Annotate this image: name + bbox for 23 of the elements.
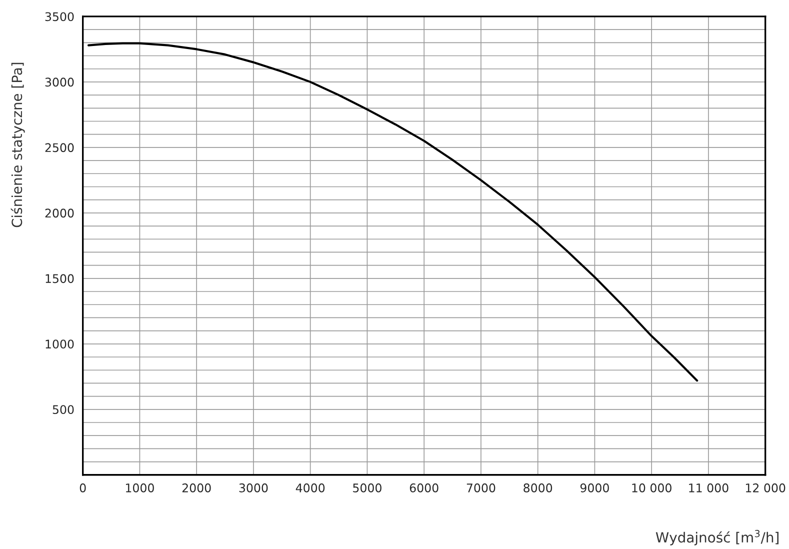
x-tick-label: 4000 [296,483,325,492]
x-tick-label: 12 000 [746,483,786,492]
x-tick-label: 9000 [580,483,609,492]
y-tick-label: 1000 [46,340,74,349]
x-axis-title: Wydajność [m$^{3}$/h] [656,530,778,546]
x-tick-label: 2000 [182,483,211,492]
x-tick-label: 0 [80,483,86,492]
x-tick-label: 3000 [239,483,268,492]
y-tick-label: 3000 [45,78,74,87]
y-tick-label: 500 [52,405,74,414]
y-tick-label: 3500 [45,12,74,22]
y-tick-label: 2500 [45,143,74,152]
x-tick-label: 7000 [466,483,496,492]
x-tick-label: 5000 [353,483,382,492]
y-tick-label: 1500 [46,274,74,284]
x-tick-label: 8000 [524,483,552,492]
x-tick-label: 11 000 [689,483,728,492]
y-axis-title: Ciśnienie statyczne [Pa] [10,62,25,228]
y-tick-label: 2000 [45,208,74,218]
x-tick-label: 6000 [410,483,438,492]
x-tick-label: 10 000 [632,483,672,492]
line-series [87,42,698,382]
x-tick-label: 1000 [126,483,154,492]
